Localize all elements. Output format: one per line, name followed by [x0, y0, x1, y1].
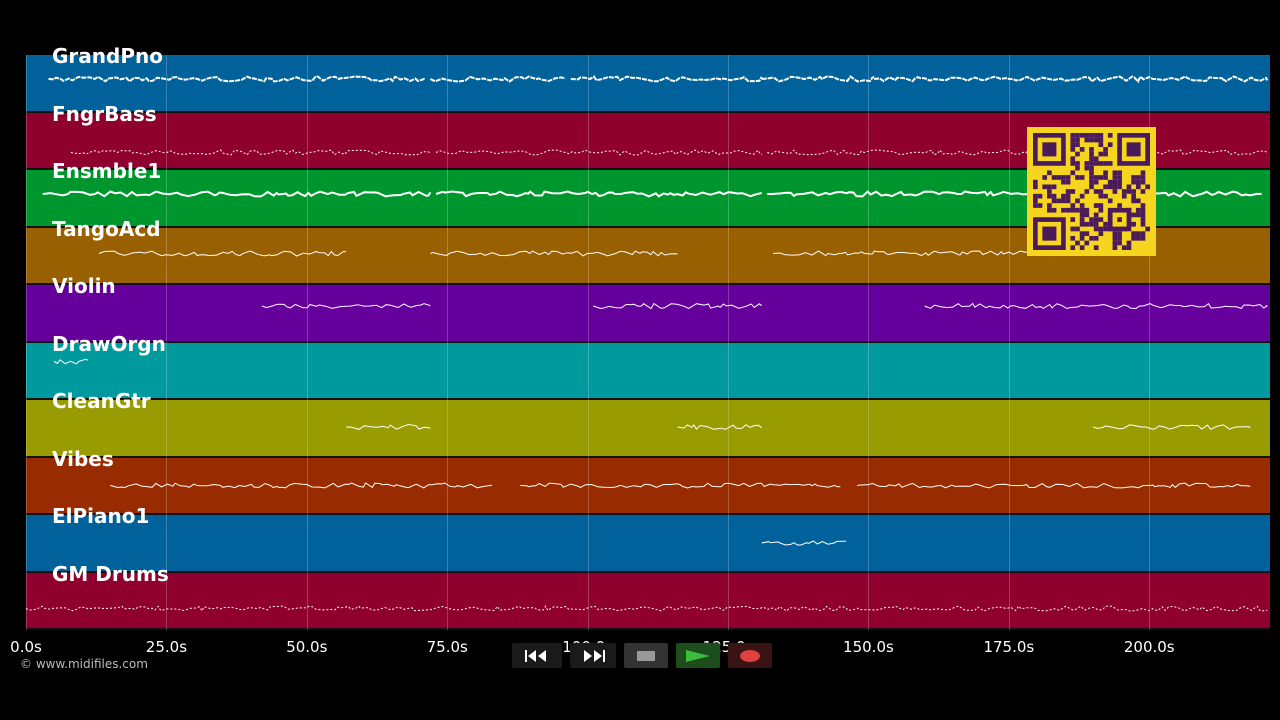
track-name: GM Drums — [52, 561, 169, 586]
note-trace — [924, 302, 1268, 310]
qr-code-icon — [1027, 127, 1156, 256]
note-trace — [98, 250, 347, 257]
fast-forward-button[interactable] — [570, 643, 616, 668]
fast-forward-icon — [584, 649, 605, 662]
copyright-text: © www.midifiles.com — [20, 657, 148, 671]
track-name: FngrBass — [52, 101, 157, 126]
time-tick-label: 200.0s — [1123, 638, 1175, 656]
track-lane: DrawOrgn — [26, 332, 1270, 400]
note-trace — [70, 149, 431, 156]
track-lane: CleanGtr — [26, 389, 1270, 458]
track-name: TangoAcd — [52, 216, 161, 241]
time-tick-label: 175.0s — [983, 638, 1035, 656]
note-trace — [761, 75, 875, 83]
stop-button[interactable] — [624, 643, 668, 668]
track-lane: GM Drums — [26, 562, 1270, 630]
note-trace — [570, 75, 763, 83]
note-trace — [53, 358, 88, 365]
note-trace — [430, 250, 678, 257]
note-trace — [1221, 75, 1269, 83]
track-name: DrawOrgn — [52, 331, 166, 356]
note-trace — [346, 423, 431, 430]
stop-icon — [637, 650, 655, 661]
note-trace — [261, 303, 431, 309]
rewind-button[interactable] — [512, 643, 562, 668]
note-trace — [873, 74, 1224, 84]
note-trace — [857, 482, 1251, 489]
note-trace — [520, 482, 841, 489]
note-trace — [42, 190, 432, 198]
record-icon — [740, 649, 760, 662]
track-lane: GrandPno — [26, 44, 1270, 113]
track-name: GrandPno — [52, 44, 163, 68]
time-tick-label: 75.0s — [426, 638, 468, 656]
note-trace — [48, 75, 426, 83]
note-trace — [1092, 424, 1251, 430]
time-tick-label: 0.0s — [10, 638, 42, 656]
note-trace — [110, 482, 493, 489]
track-name: ElPiano1 — [52, 504, 150, 528]
piano-roll: GrandPno FngrBass Ensmble1 TangoAcd Violin Dr… — [26, 44, 1270, 630]
time-tick-label: 150.0s — [843, 638, 894, 656]
time-tick-label: 25.0s — [145, 638, 188, 656]
note-trace — [677, 424, 763, 431]
track-name: Ensmble1 — [52, 159, 162, 183]
track-lane: Vibes — [26, 447, 1270, 515]
track-name: Vibes — [52, 446, 114, 471]
note-trace — [435, 149, 762, 156]
transport-controls — [512, 643, 772, 668]
time-tick-label: 50.0s — [286, 638, 328, 656]
play-icon — [686, 649, 710, 662]
track-lane: Violin — [26, 274, 1270, 343]
note-trace — [435, 190, 762, 198]
track-name: CleanGtr — [52, 389, 151, 413]
track-lane: ElPiano1 — [26, 504, 1270, 573]
note-trace — [761, 540, 846, 546]
rewind-icon — [525, 649, 546, 662]
play-button[interactable] — [676, 643, 720, 668]
track-name: Violin — [52, 274, 116, 298]
note-trace — [26, 605, 1268, 612]
record-button[interactable] — [728, 643, 772, 668]
note-trace — [593, 302, 763, 310]
note-trace — [429, 75, 566, 83]
